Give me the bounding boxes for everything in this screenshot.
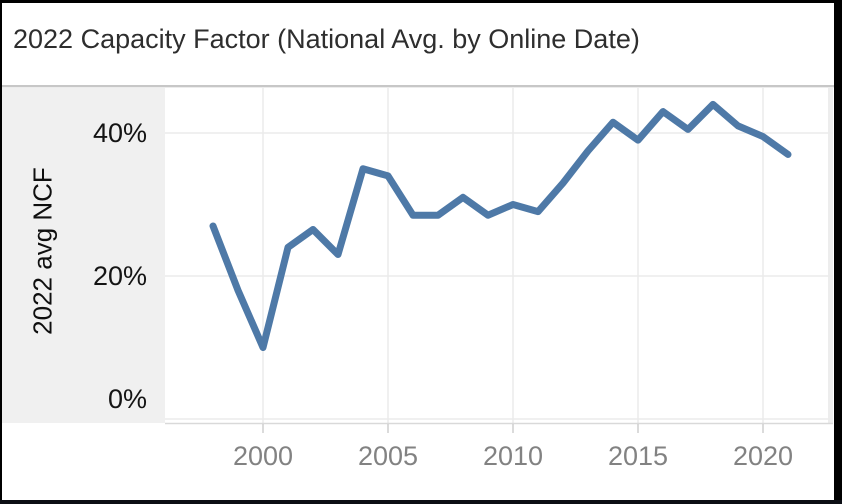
frame-border-bottom	[0, 500, 842, 504]
x-tick-label: 2010	[482, 441, 544, 471]
line-plot[interactable]	[2, 88, 834, 500]
title-bar: 2022 Capacity Factor (National Avg. by O…	[2, 3, 834, 85]
y-tick-label: 0%	[107, 384, 147, 414]
frame-border-right	[834, 0, 842, 504]
title-divider	[2, 85, 834, 87]
y-tick-label: 40%	[92, 118, 147, 148]
capacity-factor-line[interactable]	[209, 100, 792, 351]
y-axis-panel: 2022 avg NCF	[2, 88, 165, 423]
chart-area: 2022 avg NCF 0% 20% 40% 2000 2005 2010 2015 20…	[2, 88, 834, 500]
x-tick-label: 2015	[607, 441, 669, 471]
chart-title: 2022 Capacity Factor (National Avg. by O…	[13, 24, 640, 54]
x-tick-label: 2020	[732, 441, 794, 471]
scrollbar-track	[828, 88, 833, 423]
frame-border-left	[0, 0, 2, 504]
frame-border-top	[0, 0, 842, 3]
y-tick-label: 20%	[92, 261, 147, 291]
x-tick-label: 2005	[357, 441, 419, 471]
x-tick-label: 2000	[232, 441, 294, 471]
